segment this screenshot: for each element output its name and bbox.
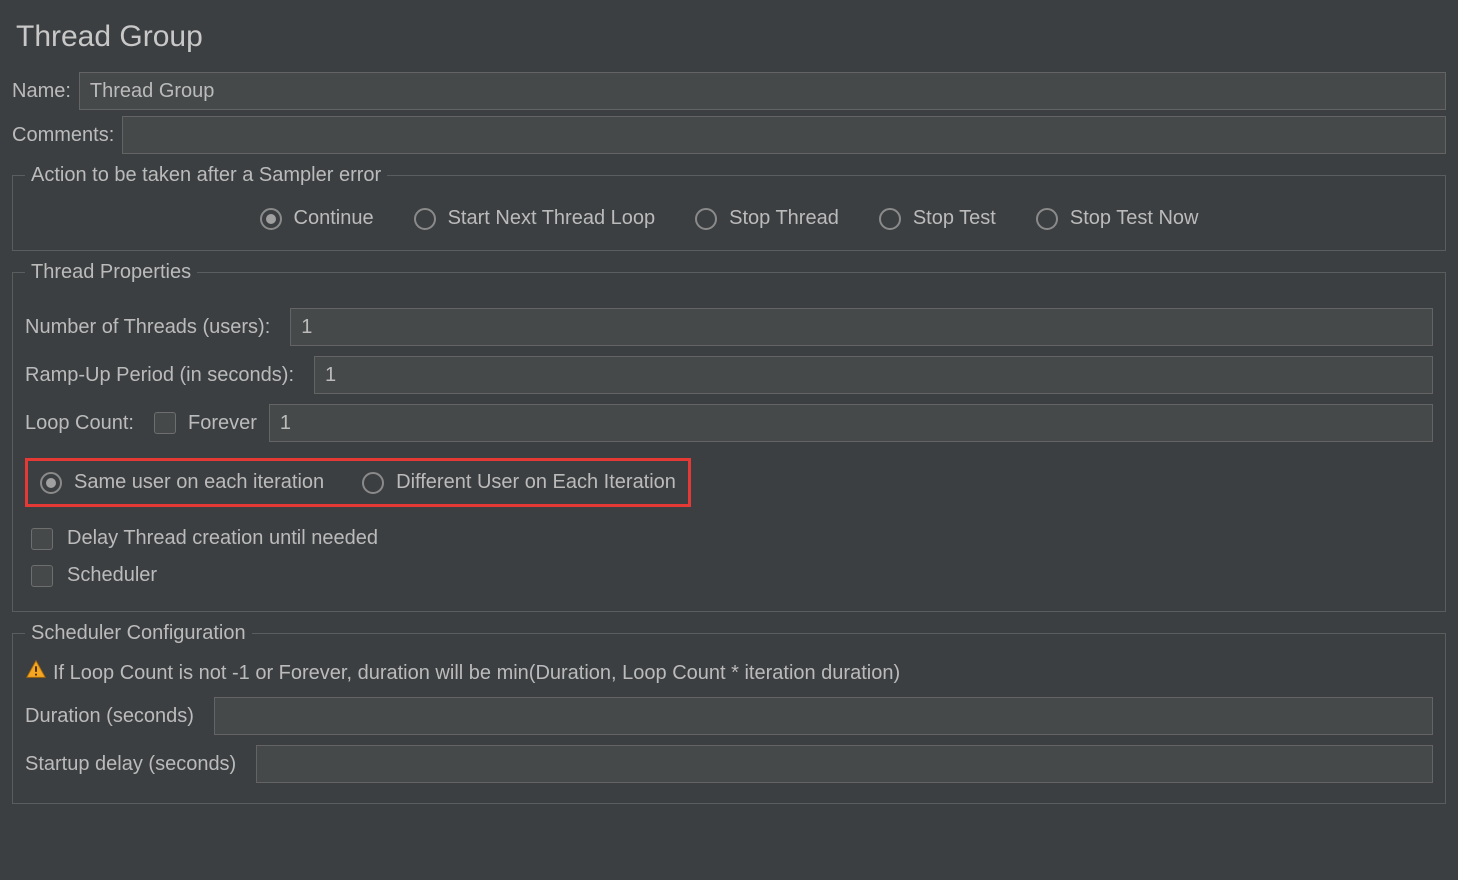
ramp-up-label: Ramp-Up Period (in seconds): [25, 364, 294, 387]
ramp-up-row: Ramp-Up Period (in seconds): [25, 356, 1433, 394]
scheduler-warning-text: If Loop Count is not -1 or Forever, dura… [53, 662, 900, 685]
forever-checkbox-wrap[interactable]: Forever [154, 412, 257, 435]
radio-label: Continue [294, 207, 374, 230]
name-label: Name: [12, 80, 71, 103]
scheduler-config-fieldset: Scheduler Configuration If Loop Count is… [12, 622, 1446, 804]
page-title: Thread Group [16, 20, 1446, 54]
comments-row: Comments: [12, 116, 1446, 154]
radio-icon [695, 208, 717, 230]
name-input[interactable] [79, 72, 1446, 110]
startup-delay-row: Startup delay (seconds) [25, 745, 1433, 783]
delay-thread-row[interactable]: Delay Thread creation until needed [31, 527, 1433, 550]
num-threads-row: Number of Threads (users): [25, 308, 1433, 346]
scheduler-row[interactable]: Scheduler [31, 564, 1433, 587]
duration-input[interactable] [214, 697, 1433, 735]
radio-label: Stop Test [913, 207, 996, 230]
radio-icon [879, 208, 901, 230]
sampler-error-options: Continue Start Next Thread Loop Stop Thr… [25, 201, 1433, 240]
ramp-up-input[interactable] [314, 356, 1433, 394]
num-threads-input[interactable] [290, 308, 1433, 346]
forever-checkbox [154, 412, 176, 434]
radio-label: Stop Test Now [1070, 207, 1199, 230]
thread-properties-fieldset: Thread Properties Number of Threads (use… [12, 261, 1446, 612]
num-threads-label: Number of Threads (users): [25, 316, 270, 339]
startup-delay-input[interactable] [256, 745, 1433, 783]
name-row: Name: [12, 72, 1446, 110]
forever-label: Forever [188, 412, 257, 435]
radio-label: Start Next Thread Loop [448, 207, 656, 230]
loop-count-row: Loop Count: Forever [25, 404, 1433, 442]
radio-icon [1036, 208, 1058, 230]
sampler-error-legend: Action to be taken after a Sampler error [25, 164, 387, 187]
radio-stop-test[interactable]: Stop Test [879, 207, 996, 230]
radio-start-next[interactable]: Start Next Thread Loop [414, 207, 656, 230]
radio-label: Different User on Each Iteration [396, 471, 676, 494]
radio-label: Stop Thread [729, 207, 839, 230]
radio-continue[interactable]: Continue [260, 207, 374, 230]
scheduler-warning-row: If Loop Count is not -1 or Forever, dura… [25, 659, 1433, 687]
radio-icon [362, 472, 384, 494]
radio-diff-user[interactable]: Different User on Each Iteration [362, 471, 676, 494]
scheduler-checkbox [31, 565, 53, 587]
user-iteration-highlight: Same user on each iteration Different Us… [25, 458, 691, 507]
comments-label: Comments: [12, 124, 114, 147]
scheduler-label: Scheduler [67, 564, 157, 587]
startup-delay-label: Startup delay (seconds) [25, 753, 236, 776]
warning-icon [25, 659, 45, 687]
sampler-error-fieldset: Action to be taken after a Sampler error… [12, 164, 1446, 251]
thread-group-panel: Thread Group Name: Comments: Action to b… [0, 0, 1458, 804]
thread-properties-legend: Thread Properties [25, 261, 197, 284]
scheduler-config-legend: Scheduler Configuration [25, 622, 252, 645]
loop-count-label: Loop Count: [25, 412, 134, 435]
radio-stop-thread[interactable]: Stop Thread [695, 207, 839, 230]
radio-same-user[interactable]: Same user on each iteration [40, 471, 324, 494]
duration-row: Duration (seconds) [25, 697, 1433, 735]
radio-stop-test-now[interactable]: Stop Test Now [1036, 207, 1199, 230]
loop-count-input[interactable] [269, 404, 1433, 442]
radio-label: Same user on each iteration [74, 471, 324, 494]
duration-label: Duration (seconds) [25, 705, 194, 728]
radio-icon [40, 472, 62, 494]
radio-icon [414, 208, 436, 230]
delay-thread-checkbox [31, 528, 53, 550]
radio-icon [260, 208, 282, 230]
comments-input[interactable] [122, 116, 1446, 154]
delay-thread-label: Delay Thread creation until needed [67, 527, 378, 550]
